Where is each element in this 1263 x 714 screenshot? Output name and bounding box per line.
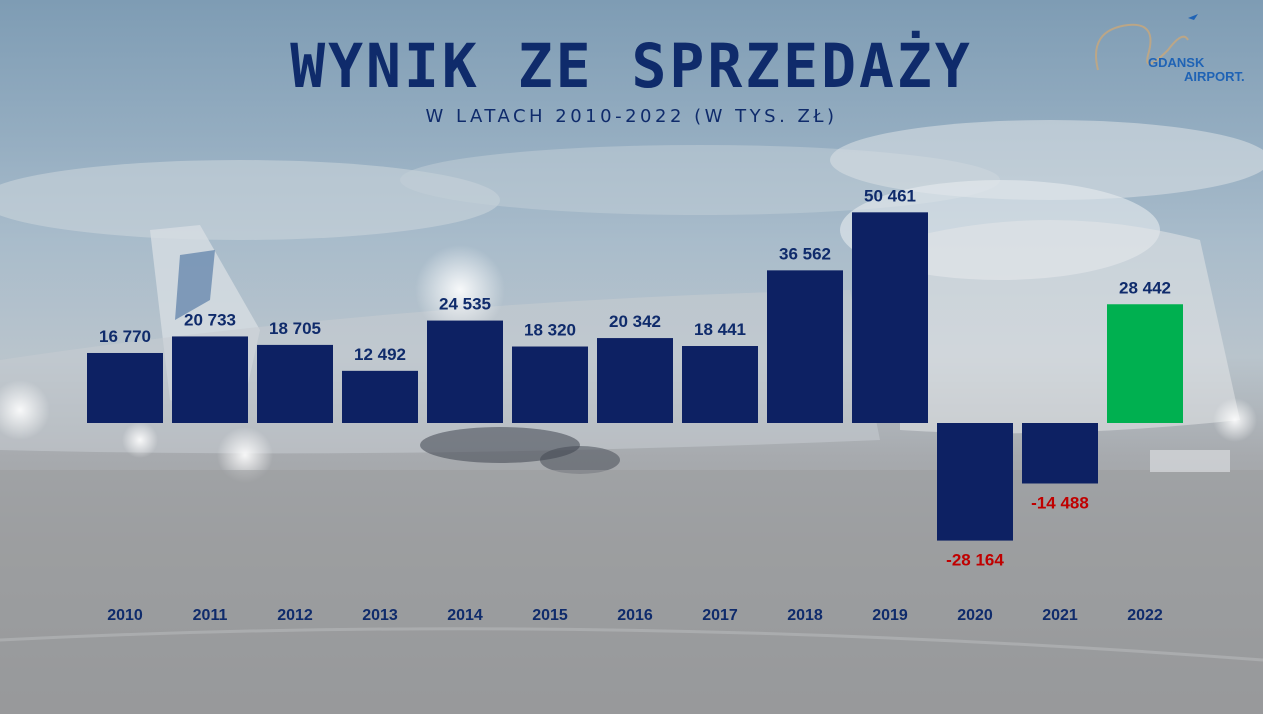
bar-2017 bbox=[682, 346, 758, 423]
data-label-2019: 50 461 bbox=[864, 186, 916, 205]
logo-swirl-icon bbox=[1095, 14, 1198, 71]
logo-line-1: GDANSK bbox=[1148, 55, 1205, 70]
logo-line-2: AIRPORT. bbox=[1184, 69, 1245, 84]
bar-2021 bbox=[1022, 423, 1098, 484]
bar-2018 bbox=[767, 270, 843, 423]
data-label-2016: 20 342 bbox=[609, 312, 661, 331]
data-label-2013: 12 492 bbox=[354, 345, 406, 364]
data-label-2021: -14 488 bbox=[1031, 493, 1089, 512]
data-label-2010: 16 770 bbox=[99, 327, 151, 346]
gdansk-airport-logo: GDANSK AIRPORT. bbox=[1088, 10, 1258, 90]
chart-subtitle: W LATACH 2010-2022 (W TYS. ZŁ) bbox=[425, 106, 838, 127]
x-tick-label-2013: 2013 bbox=[362, 607, 398, 624]
x-tick-label-2022: 2022 bbox=[1127, 607, 1163, 624]
x-tick-label-2021: 2021 bbox=[1042, 607, 1078, 624]
bar-2011 bbox=[172, 336, 248, 423]
x-tick-label-2017: 2017 bbox=[702, 607, 738, 624]
bar-2020 bbox=[937, 423, 1013, 541]
x-tick-label-2012: 2012 bbox=[277, 607, 313, 624]
x-tick-label-2015: 2015 bbox=[532, 607, 568, 624]
bar-2014 bbox=[427, 320, 503, 423]
bar-2016 bbox=[597, 338, 673, 423]
data-label-2014: 24 535 bbox=[439, 295, 491, 314]
x-tick-label-2010: 2010 bbox=[107, 607, 143, 624]
data-label-2012: 18 705 bbox=[269, 319, 321, 338]
data-label-2020: -28 164 bbox=[946, 551, 1004, 570]
logo-text: GDANSK AIRPORT. bbox=[1148, 56, 1245, 84]
x-tick-label-2011: 2011 bbox=[193, 607, 228, 624]
x-tick-label-2014: 2014 bbox=[447, 607, 483, 624]
chart-title: WYNIK ZE SPRZEDAŻY bbox=[290, 30, 973, 102]
bar-2012 bbox=[257, 344, 333, 423]
data-label-2017: 18 441 bbox=[694, 320, 746, 339]
data-label-2018: 36 562 bbox=[779, 244, 831, 263]
bar-2010 bbox=[87, 352, 163, 423]
bar-2013 bbox=[342, 370, 418, 423]
data-label-2022: 28 442 bbox=[1119, 278, 1171, 297]
x-tick-label-2016: 2016 bbox=[617, 607, 653, 624]
bar-2022 bbox=[1107, 304, 1183, 423]
bar-2015 bbox=[512, 346, 588, 423]
bar-2019 bbox=[852, 212, 928, 423]
x-tick-label-2019: 2019 bbox=[872, 607, 908, 624]
data-label-2015: 18 320 bbox=[524, 321, 576, 340]
data-label-2011: 20 733 bbox=[184, 310, 236, 329]
x-tick-label-2020: 2020 bbox=[957, 607, 993, 624]
x-tick-label-2018: 2018 bbox=[787, 607, 823, 624]
